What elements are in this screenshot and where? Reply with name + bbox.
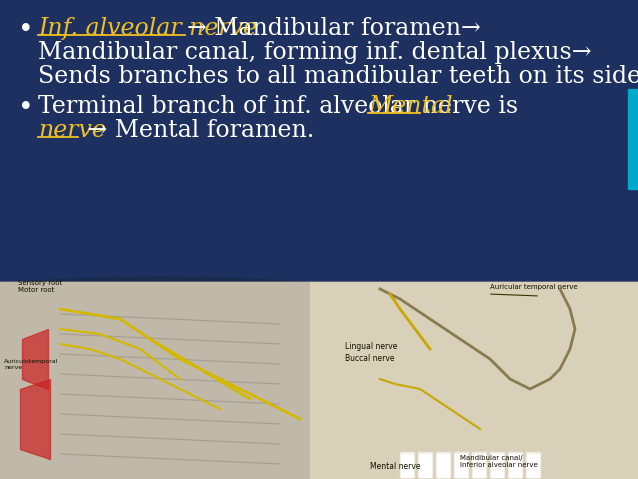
Bar xyxy=(437,454,449,477)
Bar xyxy=(0,282,638,479)
Bar xyxy=(527,454,539,477)
Bar xyxy=(310,282,638,479)
Bar xyxy=(508,452,522,477)
Bar xyxy=(418,452,432,477)
Bar xyxy=(526,452,540,477)
Text: Mandibular canal/
Inferior alveolar nerve: Mandibular canal/ Inferior alveolar nerv… xyxy=(460,455,538,468)
Bar xyxy=(0,282,310,479)
Bar xyxy=(509,454,521,477)
Bar xyxy=(436,452,450,477)
Text: Sends branches to all mandibular teeth on its side.: Sends branches to all mandibular teeth o… xyxy=(38,65,638,88)
Text: → Mental foramen.: → Mental foramen. xyxy=(80,119,315,142)
Bar xyxy=(491,454,503,477)
Text: Sensory root: Sensory root xyxy=(18,280,63,286)
Text: Terminal branch of inf. alveolar nerve is: Terminal branch of inf. alveolar nerve i… xyxy=(38,95,526,118)
Bar xyxy=(0,0,638,189)
Text: Auricular temporal nerve: Auricular temporal nerve xyxy=(490,284,577,290)
Text: •: • xyxy=(18,95,34,120)
Text: Lingual nerve: Lingual nerve xyxy=(345,342,397,351)
Text: Mental: Mental xyxy=(368,95,452,118)
Bar xyxy=(419,454,431,477)
Text: •: • xyxy=(18,17,34,42)
Bar xyxy=(490,452,504,477)
Bar xyxy=(473,454,485,477)
Bar xyxy=(628,89,638,189)
Text: Mental nerve: Mental nerve xyxy=(370,462,420,471)
Text: → Mandibular foramen→: → Mandibular foramen→ xyxy=(187,17,481,40)
Bar xyxy=(472,452,486,477)
Bar xyxy=(400,452,414,477)
Bar xyxy=(454,452,468,477)
Text: Auriculotemporal
nerve: Auriculotemporal nerve xyxy=(4,359,58,370)
Text: Motor root: Motor root xyxy=(18,287,54,293)
Bar xyxy=(455,454,467,477)
Text: Mandibular canal, forming inf. dental plexus→: Mandibular canal, forming inf. dental pl… xyxy=(38,41,591,64)
Bar xyxy=(401,454,413,477)
Text: nerve: nerve xyxy=(38,119,106,142)
Text: Buccal nerve: Buccal nerve xyxy=(345,354,394,363)
Text: Inf. alveolar nerve: Inf. alveolar nerve xyxy=(38,17,257,40)
